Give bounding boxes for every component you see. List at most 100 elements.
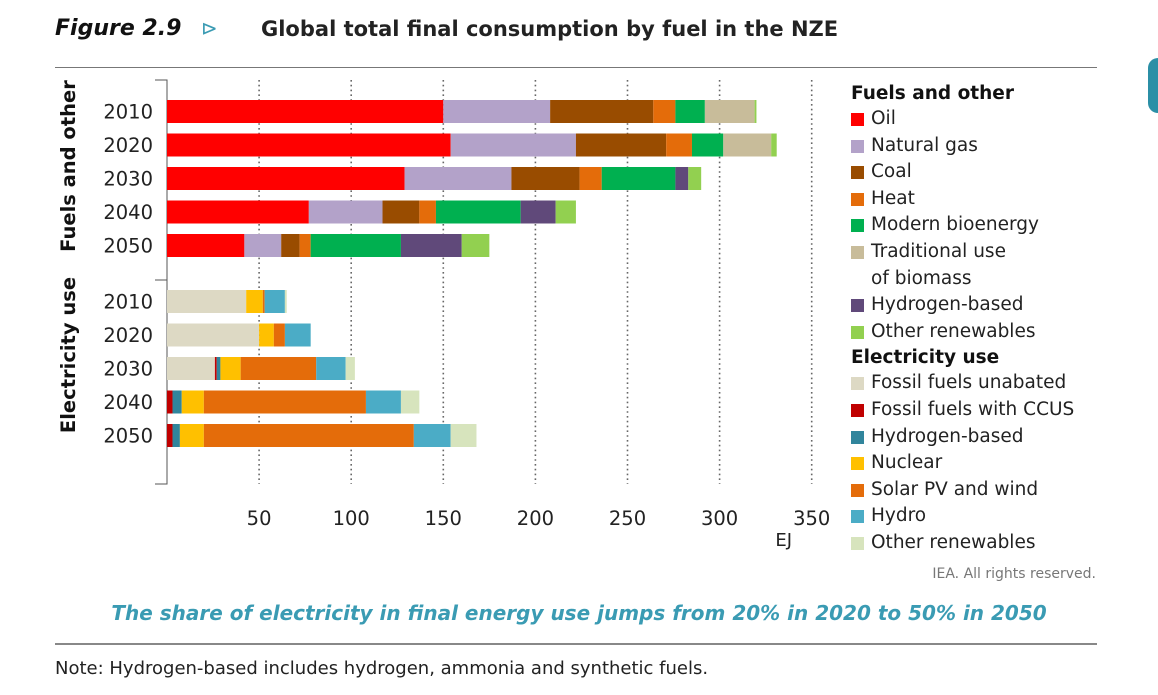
bar-segment [688,167,702,190]
legend-section-title: Electricity use [851,347,1000,369]
legend-item: Other renewables [851,319,1111,346]
legend-item: Modern bioenergy [851,212,1111,239]
figure-header: Figure 2.9 ⊳ Global total final consumpt… [55,16,1100,50]
legend-item: Fossil fuels with CCUS [851,397,1111,424]
legend-item: Hydrogen-based [851,424,1111,451]
legend-swatch [851,299,864,313]
bar-segment [579,167,602,190]
category-label: 2020 [103,324,153,347]
bar-segment [310,234,401,257]
legend-swatch [851,219,864,233]
legend-swatch [851,139,864,153]
legend-label: Nuclear [871,452,943,474]
bar-segment [511,167,580,190]
bar-segment [520,200,556,224]
bar-segment [723,133,772,157]
bar-segment [264,290,285,313]
bar-segment [704,100,755,123]
side-tab[interactable] [1148,58,1158,113]
bar-segment [555,200,576,224]
legend-swatch [851,166,864,180]
bar-segment [167,357,215,380]
bar-segment [675,167,689,190]
bar-segment [167,167,405,190]
figure-arrow-icon: ⊳ [201,18,218,40]
category-label: 2040 [103,201,153,224]
legend-item: Natural gas [851,133,1111,160]
group-label: Electricity use [57,277,80,433]
bar-segment [413,424,451,447]
category-label: 2040 [103,391,153,414]
rights-credit: IEA. All rights reserved. [932,566,1096,582]
legend-swatch [851,403,864,417]
legend-label: Fossil fuels with CCUS [871,398,1075,420]
bar-segment [675,100,705,123]
legend-label: Traditional use [871,240,1006,262]
bar-segment [284,290,287,313]
bar-segment [666,133,692,157]
bar-segment [167,200,309,224]
bar-segment [203,390,366,414]
legend-label: Other renewables [871,320,1036,342]
legend-label: Other renewables [871,531,1036,553]
bar-segment [284,323,311,347]
bottom-rule [55,643,1097,645]
bar-segment [167,424,173,447]
y-axis-line [155,79,168,485]
legend-item: Hydro [851,503,1111,530]
group-label: Fuels and other [57,80,80,252]
bar-segment [172,424,180,447]
category-label: 2050 [103,235,153,258]
bar-segment [216,357,221,380]
bar-segment [167,133,451,157]
bar-segment [653,100,676,123]
bar-segment [365,390,401,414]
bar-segment [404,167,512,190]
bar-segment [214,357,217,380]
bar-segment [316,357,346,380]
chart-legend: Fuels and other Oil Natural gas Coal Heat Mod… [851,81,1111,557]
stacked-bar-chart: 2010 2020 2030 2040 2050 2010 2020 2030 2040 2050… [57,79,830,551]
bar-segment [203,424,414,447]
x-axis-unit: EJ [775,530,792,551]
bar-segment [273,323,285,347]
bar-segment [575,133,667,157]
x-tick-label: 100 [333,507,370,530]
legend-label: Heat [871,187,915,209]
bar-segment [181,390,204,414]
bar-segment [244,234,282,257]
bar-segment [419,200,436,224]
bar-segment [220,357,241,380]
bar-segment [550,100,654,123]
bar-segment [435,200,521,224]
legend-label: Oil [871,108,896,129]
legend-label: Solar PV and wind [871,478,1039,500]
bar-segment [450,424,477,447]
legend-item: Fossil fuels unabated [851,370,1111,397]
bar-segment [443,100,551,123]
bar-segment [461,234,490,257]
bar-segment [691,133,724,157]
legend-item: Hydrogen-based [851,292,1111,319]
legend-item: Other renewables [851,530,1111,557]
category-label: 2030 [103,358,153,381]
legend-swatch [851,325,864,339]
bar-segment [400,390,420,414]
bar-segment [262,290,265,313]
category-label: 2010 [103,101,153,124]
legend-swatch [851,192,864,206]
legend-section-title: Fuels and other [851,83,1014,104]
legend-item: Heat [851,186,1111,213]
bar-segment [167,390,173,414]
legend-item: Oil [851,106,1111,133]
legend-label: Modern bioenergy [871,214,1039,236]
bar-segment [167,100,444,123]
category-label: 2030 [103,168,153,191]
category-label: 2050 [103,425,153,448]
legend-swatch [851,536,864,550]
x-tick-label: 350 [793,507,830,530]
x-tick-label: 200 [517,507,554,530]
bar-segment [167,290,247,313]
x-tick-label: 50 [247,507,272,530]
x-tick-label: 300 [701,507,738,530]
